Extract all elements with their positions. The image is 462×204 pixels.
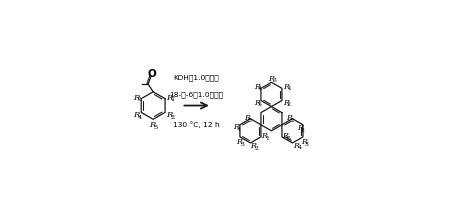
Text: R: R: [134, 93, 140, 101]
Text: 5: 5: [258, 102, 262, 107]
Text: R: R: [150, 121, 156, 129]
Text: 3: 3: [154, 124, 158, 129]
Text: 3: 3: [240, 141, 244, 146]
Text: R: R: [261, 132, 267, 140]
Text: R: R: [282, 132, 288, 140]
Text: R: R: [268, 74, 274, 82]
Text: R: R: [236, 138, 242, 146]
Text: 1: 1: [287, 86, 291, 91]
Text: R: R: [244, 113, 250, 121]
Text: R: R: [166, 111, 172, 119]
Text: 2: 2: [255, 145, 258, 150]
Text: R: R: [283, 98, 289, 106]
Text: R: R: [166, 93, 172, 101]
Text: 1: 1: [290, 117, 294, 122]
Text: 2: 2: [287, 102, 291, 107]
Text: 5: 5: [138, 97, 142, 102]
Text: 5: 5: [248, 117, 252, 122]
Text: 2: 2: [170, 114, 174, 119]
Text: O: O: [147, 69, 156, 78]
Text: 18-冠-6（1.0当量）: 18-冠-6（1.0当量）: [170, 91, 224, 97]
Text: 1: 1: [170, 97, 174, 102]
Text: R: R: [293, 141, 299, 149]
Text: 3: 3: [305, 141, 309, 146]
Text: 1: 1: [265, 135, 269, 140]
Text: 2: 2: [301, 127, 305, 132]
Text: R: R: [297, 124, 303, 132]
Text: 4: 4: [137, 114, 141, 119]
Text: 130 °C, 12 h: 130 °C, 12 h: [173, 121, 220, 128]
Text: R: R: [254, 83, 260, 91]
Text: R: R: [250, 142, 256, 150]
Text: 4: 4: [237, 126, 241, 131]
Text: R: R: [254, 98, 260, 106]
Text: 3: 3: [273, 78, 276, 83]
Text: R: R: [286, 113, 292, 121]
Text: KOH（1.0当量）: KOH（1.0当量）: [174, 74, 219, 80]
Text: 4: 4: [298, 144, 301, 149]
Text: R: R: [233, 123, 239, 131]
Text: R: R: [301, 138, 307, 146]
Text: R: R: [283, 83, 289, 91]
Text: R: R: [133, 111, 140, 119]
Text: 4: 4: [258, 86, 262, 91]
Text: 5: 5: [286, 135, 290, 140]
